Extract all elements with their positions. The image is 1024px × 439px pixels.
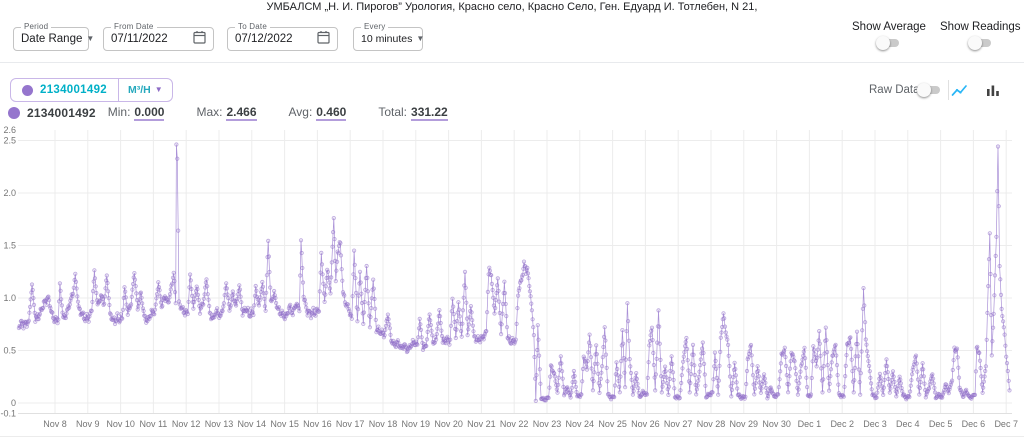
svg-text:Nov 30: Nov 30 xyxy=(762,419,791,429)
svg-text:Nov 16: Nov 16 xyxy=(303,419,332,429)
total-label: Total: xyxy=(378,105,408,119)
calendar-icon[interactable] xyxy=(317,30,330,49)
period-field[interactable]: Period Date Range ▼ xyxy=(13,22,94,51)
min-label: Min: xyxy=(107,105,131,119)
svg-text:Nov 14: Nov 14 xyxy=(238,419,267,429)
svg-text:Nov 27: Nov 27 xyxy=(664,419,693,429)
total-value[interactable]: 331.22 xyxy=(411,105,448,121)
svg-text:Dec 3: Dec 3 xyxy=(863,419,887,429)
bottom-border xyxy=(0,436,1024,437)
svg-text:Dec 2: Dec 2 xyxy=(830,419,854,429)
svg-text:2.6: 2.6 xyxy=(3,125,16,135)
svg-text:Nov 9: Nov 9 xyxy=(76,419,100,429)
svg-text:Nov 24: Nov 24 xyxy=(566,419,595,429)
period-field-value: Date Range xyxy=(21,33,83,45)
series-name: 2134001492 xyxy=(27,106,96,120)
chevron-down-icon: ▼ xyxy=(154,85,163,94)
to-date-field[interactable]: To Date 07/12/2022 xyxy=(227,22,338,51)
svg-text:Nov 26: Nov 26 xyxy=(631,419,660,429)
time-series-chart[interactable]: 2.6 2.5 2.0 1.5 1.0 0.5 0 -0.1 Nov 8 Nov 9 Nov 10 N… xyxy=(0,125,1024,439)
svg-text:Nov 20: Nov 20 xyxy=(434,419,463,429)
svg-text:Nov 17: Nov 17 xyxy=(336,419,365,429)
svg-text:Nov 15: Nov 15 xyxy=(270,419,299,429)
svg-text:Nov 10: Nov 10 xyxy=(106,419,135,429)
svg-text:Nov 23: Nov 23 xyxy=(533,419,562,429)
svg-text:Nov 21: Nov 21 xyxy=(467,419,496,429)
svg-text:Nov 11: Nov 11 xyxy=(139,419,167,429)
unit-value: М³/Н xyxy=(127,84,151,96)
bar-chart-icon[interactable] xyxy=(984,81,1002,99)
chevron-down-icon: ▼ xyxy=(86,34,95,43)
every-field[interactable]: Every 10 minutes ▼ xyxy=(353,22,425,51)
every-field-value: 10 minutes xyxy=(361,33,413,45)
svg-text:2.5: 2.5 xyxy=(3,136,16,146)
svg-text:Nov 12: Nov 12 xyxy=(172,419,201,429)
raw-data-label: Raw Data xyxy=(869,84,920,96)
svg-text:Nov 29: Nov 29 xyxy=(730,419,759,429)
from-date-field[interactable]: From Date 07/11/2022 xyxy=(103,22,214,51)
min-value[interactable]: 0.000 xyxy=(134,105,165,121)
chevron-down-icon: ▼ xyxy=(416,34,425,43)
from-date-field-label: From Date xyxy=(111,22,157,31)
svg-text:Nov 8: Nov 8 xyxy=(43,419,67,429)
svg-text:Dec 6: Dec 6 xyxy=(962,419,986,429)
avg-value[interactable]: 0.460 xyxy=(316,105,347,121)
to-date-field-label: To Date xyxy=(235,22,270,31)
show-average-group: Show Average xyxy=(852,21,926,54)
page-title: УМБАЛСМ „Н. И. Пирогов” Урология, Красно… xyxy=(266,1,758,13)
svg-text:Nov 13: Nov 13 xyxy=(205,419,234,429)
series-color-dot xyxy=(22,84,33,96)
svg-text:1.5: 1.5 xyxy=(3,241,16,251)
meter-chip[interactable]: 2134001492 М³/Н ▼ xyxy=(10,78,173,102)
period-field-label: Period xyxy=(21,22,52,31)
chart-svg: 2.62.5 2.0 1.5 1.0 0.5 0-0.1 Nov 8 Nov 9 Nov 10 N… xyxy=(0,125,1018,429)
calendar-icon[interactable] xyxy=(193,30,206,49)
meter-id: 2134001492 xyxy=(40,84,107,96)
show-readings-label: Show Readings xyxy=(940,21,1021,33)
toolbar-divider xyxy=(948,80,949,100)
show-average-label: Show Average xyxy=(852,21,926,33)
series-color-dot xyxy=(8,107,20,119)
chart-legend: 2134001492 Min: 0.000 Max: 2.466 Avg: 0.460… xyxy=(8,104,480,122)
avg-label: Avg: xyxy=(288,105,313,119)
svg-text:1.0: 1.0 xyxy=(3,293,16,303)
svg-text:-0.1: -0.1 xyxy=(0,409,16,419)
svg-text:Dec 4: Dec 4 xyxy=(896,419,920,429)
to-date-field-value: 07/12/2022 xyxy=(235,33,293,45)
svg-text:0: 0 xyxy=(11,398,16,408)
svg-text:0.5: 0.5 xyxy=(3,346,16,356)
chip-divider xyxy=(117,79,119,101)
svg-text:2.0: 2.0 xyxy=(3,188,16,198)
svg-text:Dec 5: Dec 5 xyxy=(929,419,953,429)
line-chart-icon[interactable] xyxy=(950,81,968,99)
svg-text:Dec 1: Dec 1 xyxy=(798,419,822,429)
show-readings-toggle[interactable] xyxy=(968,36,992,50)
svg-text:Nov 28: Nov 28 xyxy=(697,419,726,429)
svg-text:Nov 18: Nov 18 xyxy=(369,419,398,429)
max-label: Max: xyxy=(196,105,223,119)
svg-text:Dec 7: Dec 7 xyxy=(994,419,1018,429)
svg-text:Nov 25: Nov 25 xyxy=(598,419,627,429)
unit-dropdown[interactable]: М³/Н ▼ xyxy=(119,79,172,101)
svg-text:Nov 19: Nov 19 xyxy=(402,419,431,429)
svg-text:Nov 22: Nov 22 xyxy=(500,419,529,429)
from-date-field-value: 07/11/2022 xyxy=(111,33,168,45)
every-field-label: Every xyxy=(361,22,389,31)
raw-data-toggle[interactable] xyxy=(917,83,941,97)
show-readings-group: Show Readings xyxy=(940,21,1021,54)
header-divider xyxy=(0,62,1024,63)
show-average-toggle[interactable] xyxy=(876,36,900,50)
max-value[interactable]: 2.466 xyxy=(226,105,257,121)
